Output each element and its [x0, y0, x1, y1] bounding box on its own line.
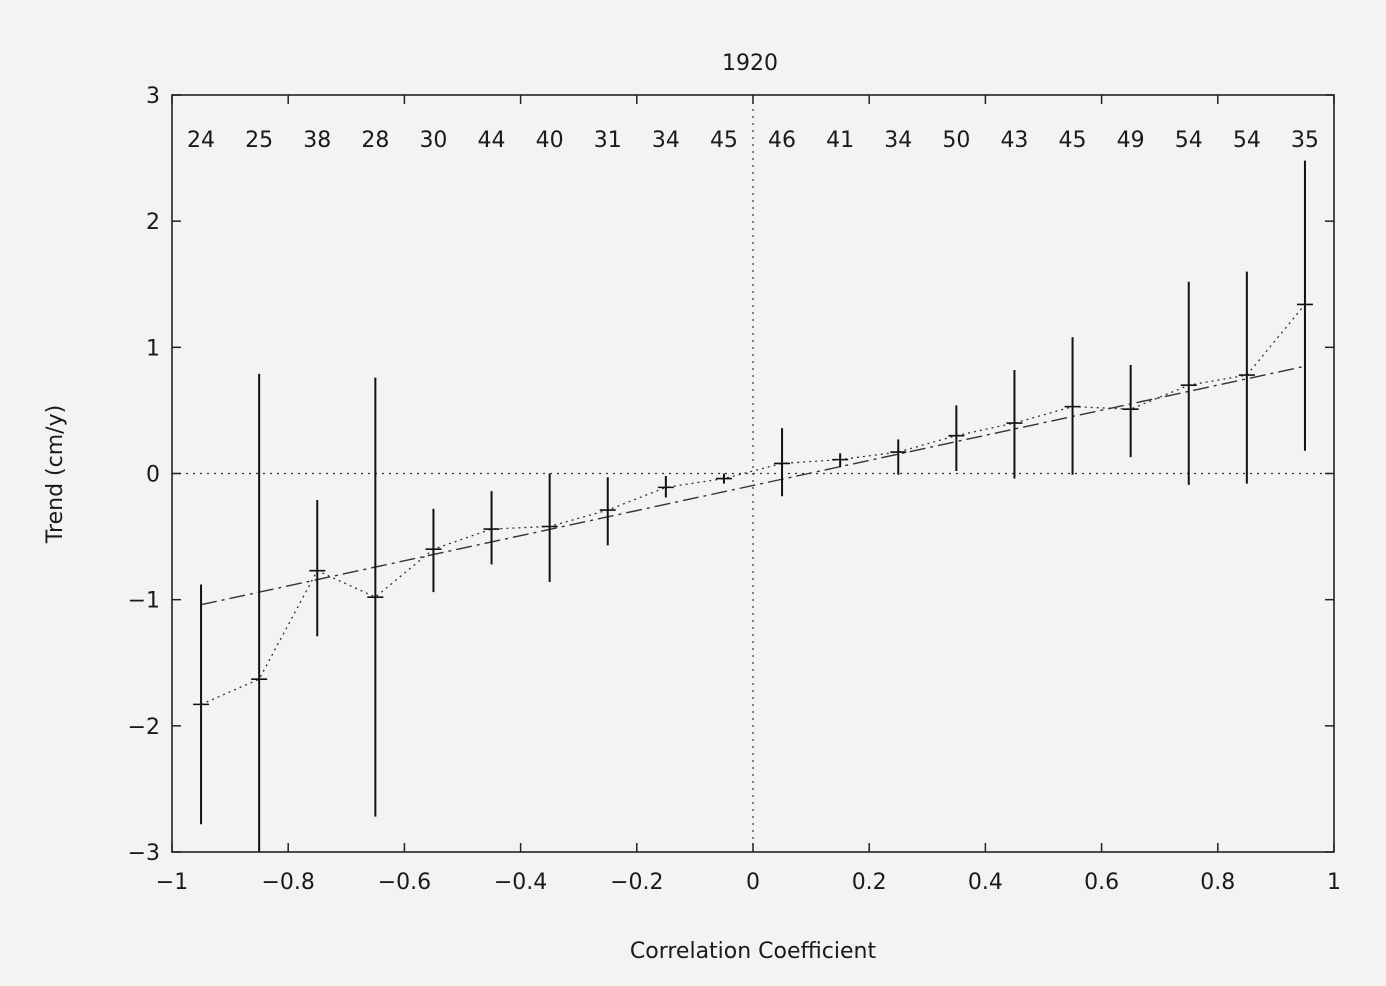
sample-count-label: 46 — [768, 128, 796, 153]
x-tick-label: 0.8 — [1200, 870, 1235, 895]
sample-count-label: 25 — [245, 128, 273, 153]
y-tick-label: 3 — [146, 84, 160, 109]
sample-count-label: 45 — [1059, 128, 1087, 153]
sample-count-label: 50 — [942, 128, 970, 153]
x-tick-label: −0.8 — [261, 870, 314, 895]
sample-count-label: 41 — [826, 128, 854, 153]
sample-count-label: 24 — [187, 128, 215, 153]
sample-count-label: 34 — [652, 128, 680, 153]
y-tick-label: 0 — [146, 463, 160, 488]
sample-count-label: 28 — [361, 128, 389, 153]
labels-layer: 24 25 38 28 30 44 40 31 34 45 46 41 34 50 43 45 49 54 54 35 — [187, 128, 1319, 153]
sample-count-label: 43 — [1000, 128, 1028, 153]
x-tick-label: 0.6 — [1084, 870, 1119, 895]
sample-count-label: 49 — [1117, 128, 1145, 153]
series-layer — [193, 160, 1313, 852]
x-tick-label: −0.4 — [494, 870, 547, 895]
sample-count-label: 38 — [303, 128, 331, 153]
x-tick-label: 0 — [746, 870, 760, 895]
x-axis-label: Correlation Coefficient — [630, 939, 877, 964]
y-axis-label: Trend (cm/y) — [43, 405, 68, 544]
sample-count-label: 31 — [594, 128, 622, 153]
x-tick-label: −0.6 — [378, 870, 431, 895]
chart-title: 1920 — [722, 51, 778, 76]
y-tick-label: −3 — [128, 841, 160, 866]
y-tick-label: −1 — [128, 589, 160, 614]
sample-count-label: 54 — [1233, 128, 1261, 153]
fit-line — [200, 365, 1306, 606]
sample-count-label: 30 — [419, 128, 447, 153]
x-tick-label: −1 — [156, 870, 188, 895]
sample-count-label: 35 — [1291, 128, 1319, 153]
y-tick-label: 2 — [146, 210, 160, 235]
sample-count-label: 34 — [884, 128, 912, 153]
x-tick-label: 1 — [1327, 870, 1341, 895]
y-tick-label: −2 — [128, 715, 160, 740]
x-tick-label: 0.4 — [968, 870, 1003, 895]
sample-count-label: 54 — [1175, 128, 1203, 153]
axis-ticks: −1 −0.8 −0.6 −0.4 −0.2 0 0.2 0.4 0.6 0.8 1 −3 −2 −1 0 1… — [128, 84, 1341, 895]
sample-count-label: 44 — [478, 128, 506, 153]
sample-count-label: 45 — [710, 128, 738, 153]
mean-dotted-line — [200, 304, 1306, 705]
sample-count-label: 40 — [536, 128, 564, 153]
y-tick-label: 1 — [146, 336, 160, 361]
x-tick-label: −0.2 — [610, 870, 663, 895]
x-tick-label: 0.2 — [852, 870, 887, 895]
